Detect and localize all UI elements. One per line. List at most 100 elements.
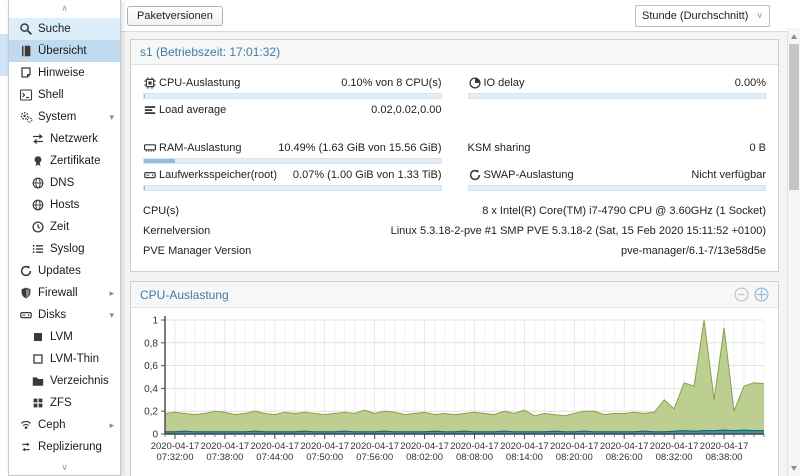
caret-right-icon: ▸ (109, 287, 114, 298)
sidebar-item-netzwerk[interactable]: Netzwerk (9, 128, 120, 150)
sidebar-item-shell[interactable]: Shell (9, 84, 120, 106)
info-label: PVE Manager Version (143, 245, 252, 257)
scrollbar-thumb[interactable] (789, 44, 799, 190)
sidebar-item-label: Disks (38, 309, 67, 321)
stat-row-spacer (468, 100, 767, 127)
io-clock-icon (468, 76, 484, 90)
search-icon (18, 22, 33, 36)
sidebar-item-system[interactable]: System ▾ (9, 106, 120, 128)
sidebar-item-label: Zeit (50, 221, 70, 233)
info-row-pve-manager-version: PVE Manager Version pve-manager/6.1-7/13e… (143, 241, 766, 261)
status-panel-title: s1 (Betriebszeit: 17:01:32) (140, 45, 281, 59)
sidebar-item-hinweise[interactable]: Hinweise (9, 62, 120, 84)
stat-value: 0.10% von 8 CPU(s) (341, 76, 442, 89)
stat-row-ksm-sharing: KSM sharing 0 B (468, 138, 767, 165)
sidebar-item-suche[interactable]: Suche (9, 18, 120, 40)
sidebar-item-label: Hosts (50, 199, 80, 211)
sidebar-item-label: Syslog (50, 243, 85, 255)
square-filled-icon (30, 330, 45, 344)
stats-gap (468, 127, 767, 138)
svg-text:08:14:00: 08:14:00 (506, 452, 543, 463)
stats-column-right: IO delay 0.00% KSM sharing 0 B SWAP-Auslastu… (467, 73, 767, 192)
stat-progressbar (143, 93, 442, 99)
svg-text:07:32:00: 07:32:00 (157, 452, 194, 463)
stat-label: RAM-Auslastung (159, 141, 242, 154)
sidebar-item-label: Replizierung (38, 441, 102, 453)
sidebar-item-replizierung[interactable]: Replizierung (9, 436, 120, 458)
system-info-rows: CPU(s) 8 x Intel(R) Core(TM) i7-4790 CPU … (143, 201, 766, 261)
chart-picker-icon[interactable] (754, 287, 769, 302)
cpu-series-line (164, 319, 765, 417)
square-outline-icon (30, 352, 45, 366)
sidebar-item-lvm-thin[interactable]: LVM-Thin (9, 348, 120, 370)
sidebar-item-dns[interactable]: DNS (9, 172, 120, 194)
svg-text:1: 1 (152, 316, 158, 327)
svg-text:0,8: 0,8 (144, 338, 158, 349)
chevron-down-icon: ∨ (756, 10, 763, 20)
svg-text:2020-04-17: 2020-04-17 (300, 441, 349, 452)
note-icon (18, 66, 33, 80)
svg-text:2020-04-17: 2020-04-17 (550, 441, 599, 452)
sidebar-item-syslog[interactable]: Syslog (9, 238, 120, 260)
cpu-usage-chart[interactable]: 0 0,2 0,4 0,6 0,8 1 2020-04-17 07:32:00 2020-04-… (131, 308, 778, 475)
node-status-panel: s1 (Betriebszeit: 17:01:32) CPU-Auslastu… (130, 39, 779, 272)
vertical-scrollbar[interactable] (787, 28, 800, 476)
svg-text:08:26:00: 08:26:00 (606, 452, 643, 463)
sidebar-item-verzeichnis[interactable]: Verzeichnis (9, 370, 120, 392)
svg-text:07:44:00: 07:44:00 (256, 452, 293, 463)
caret-right-icon: ▸ (109, 419, 114, 430)
package-versions-button[interactable]: Paketversionen (127, 5, 223, 26)
info-value: Linux 5.3.18-2-pve #1 SMP PVE 5.3.18-2 (… (390, 225, 766, 237)
sidebar-item-ceph[interactable]: Ceph ▸ (9, 414, 120, 436)
scrollbar-up-arrow[interactable] (788, 30, 800, 42)
svg-text:2020-04-17: 2020-04-17 (450, 441, 499, 452)
svg-text:2020-04-17: 2020-04-17 (201, 441, 250, 452)
stat-row-ram-auslastung: RAM-Auslastung 10.49% (1.63 GiB von 15.56… (143, 138, 442, 165)
svg-text:2020-04-17: 2020-04-17 (650, 441, 699, 452)
background-page-strip (0, 0, 8, 476)
sidebar-item-label: System (38, 111, 77, 123)
stat-label: Laufwerksspeicher(root) (159, 168, 277, 181)
top-toolbar: Paketversionen Stunde (Durchschnitt) ∨ (121, 0, 788, 32)
resource-tree-selected-peek (0, 34, 8, 76)
sidebar-item-disks[interactable]: Disks ▾ (9, 304, 120, 326)
sidebar-item-label: Updates (38, 265, 81, 277)
stat-progressbar (467, 93, 766, 99)
stat-value: 0.00% (734, 76, 766, 89)
status-panel-body: CPU-Auslastung 0.10% von 8 CPU(s) Load ave… (131, 65, 778, 271)
chart-undo-zoom-icon[interactable] (734, 287, 749, 302)
sidebar-item--bersicht[interactable]: Übersicht (9, 40, 120, 62)
svg-text:2020-04-17: 2020-04-17 (400, 441, 449, 452)
gears-icon (18, 110, 33, 124)
svg-text:08:20:00: 08:20:00 (556, 452, 593, 463)
sidebar-item-label: Suche (38, 23, 71, 35)
replication-icon (18, 440, 33, 454)
timeframe-select[interactable]: Stunde (Durchschnitt) ∨ (635, 4, 770, 27)
stat-value: 0.07% (1.00 GiB von 1.33 TiB) (292, 168, 442, 181)
sidebar-item-hosts[interactable]: Hosts (9, 194, 120, 216)
sidebar-item-lvm[interactable]: LVM (9, 326, 120, 348)
info-row-kernelversion: Kernelversion Linux 5.3.18-2-pve #1 SMP P… (143, 221, 766, 241)
sidebar-item-zeit[interactable]: Zeit (9, 216, 120, 238)
sidebar-item-updates[interactable]: Updates (9, 260, 120, 282)
node-menu-sidebar: ∧ Suche Übersicht Hinweise Shell System ▾ Netz… (8, 0, 121, 476)
sidebar-item-zertifikate[interactable]: Zertifikate (9, 150, 120, 172)
svg-text:2020-04-17: 2020-04-17 (700, 441, 749, 452)
swap-icon (468, 168, 484, 182)
stat-progressbar (143, 185, 442, 191)
cpu-usage-panel: CPU-Auslastung 0 0,2 0,4 0,6 0,8 1 2020-04-17 0… (130, 281, 779, 476)
timeframe-value: Stunde (Durchschnitt) (642, 9, 749, 22)
svg-text:07:56:00: 07:56:00 (356, 452, 393, 463)
sidebar-item-firewall[interactable]: Firewall ▸ (9, 282, 120, 304)
menu-scroll-down[interactable]: ∨ (9, 459, 120, 475)
sidebar-item-label: LVM-Thin (50, 353, 99, 365)
sidebar-item-label: Firewall (38, 287, 78, 299)
scrollbar-down-arrow[interactable] (788, 462, 800, 474)
sidebar-item-label: Übersicht (38, 45, 87, 57)
chevron-down-icon: ∨ (61, 461, 68, 472)
stat-row-cpu-auslastung: CPU-Auslastung 0.10% von 8 CPU(s) (143, 73, 442, 100)
cpu-series-area (165, 320, 764, 434)
svg-text:2020-04-17: 2020-04-17 (250, 441, 299, 452)
menu-scroll-up[interactable]: ∧ (9, 0, 120, 16)
sidebar-item-zfs[interactable]: ZFS (9, 392, 120, 414)
